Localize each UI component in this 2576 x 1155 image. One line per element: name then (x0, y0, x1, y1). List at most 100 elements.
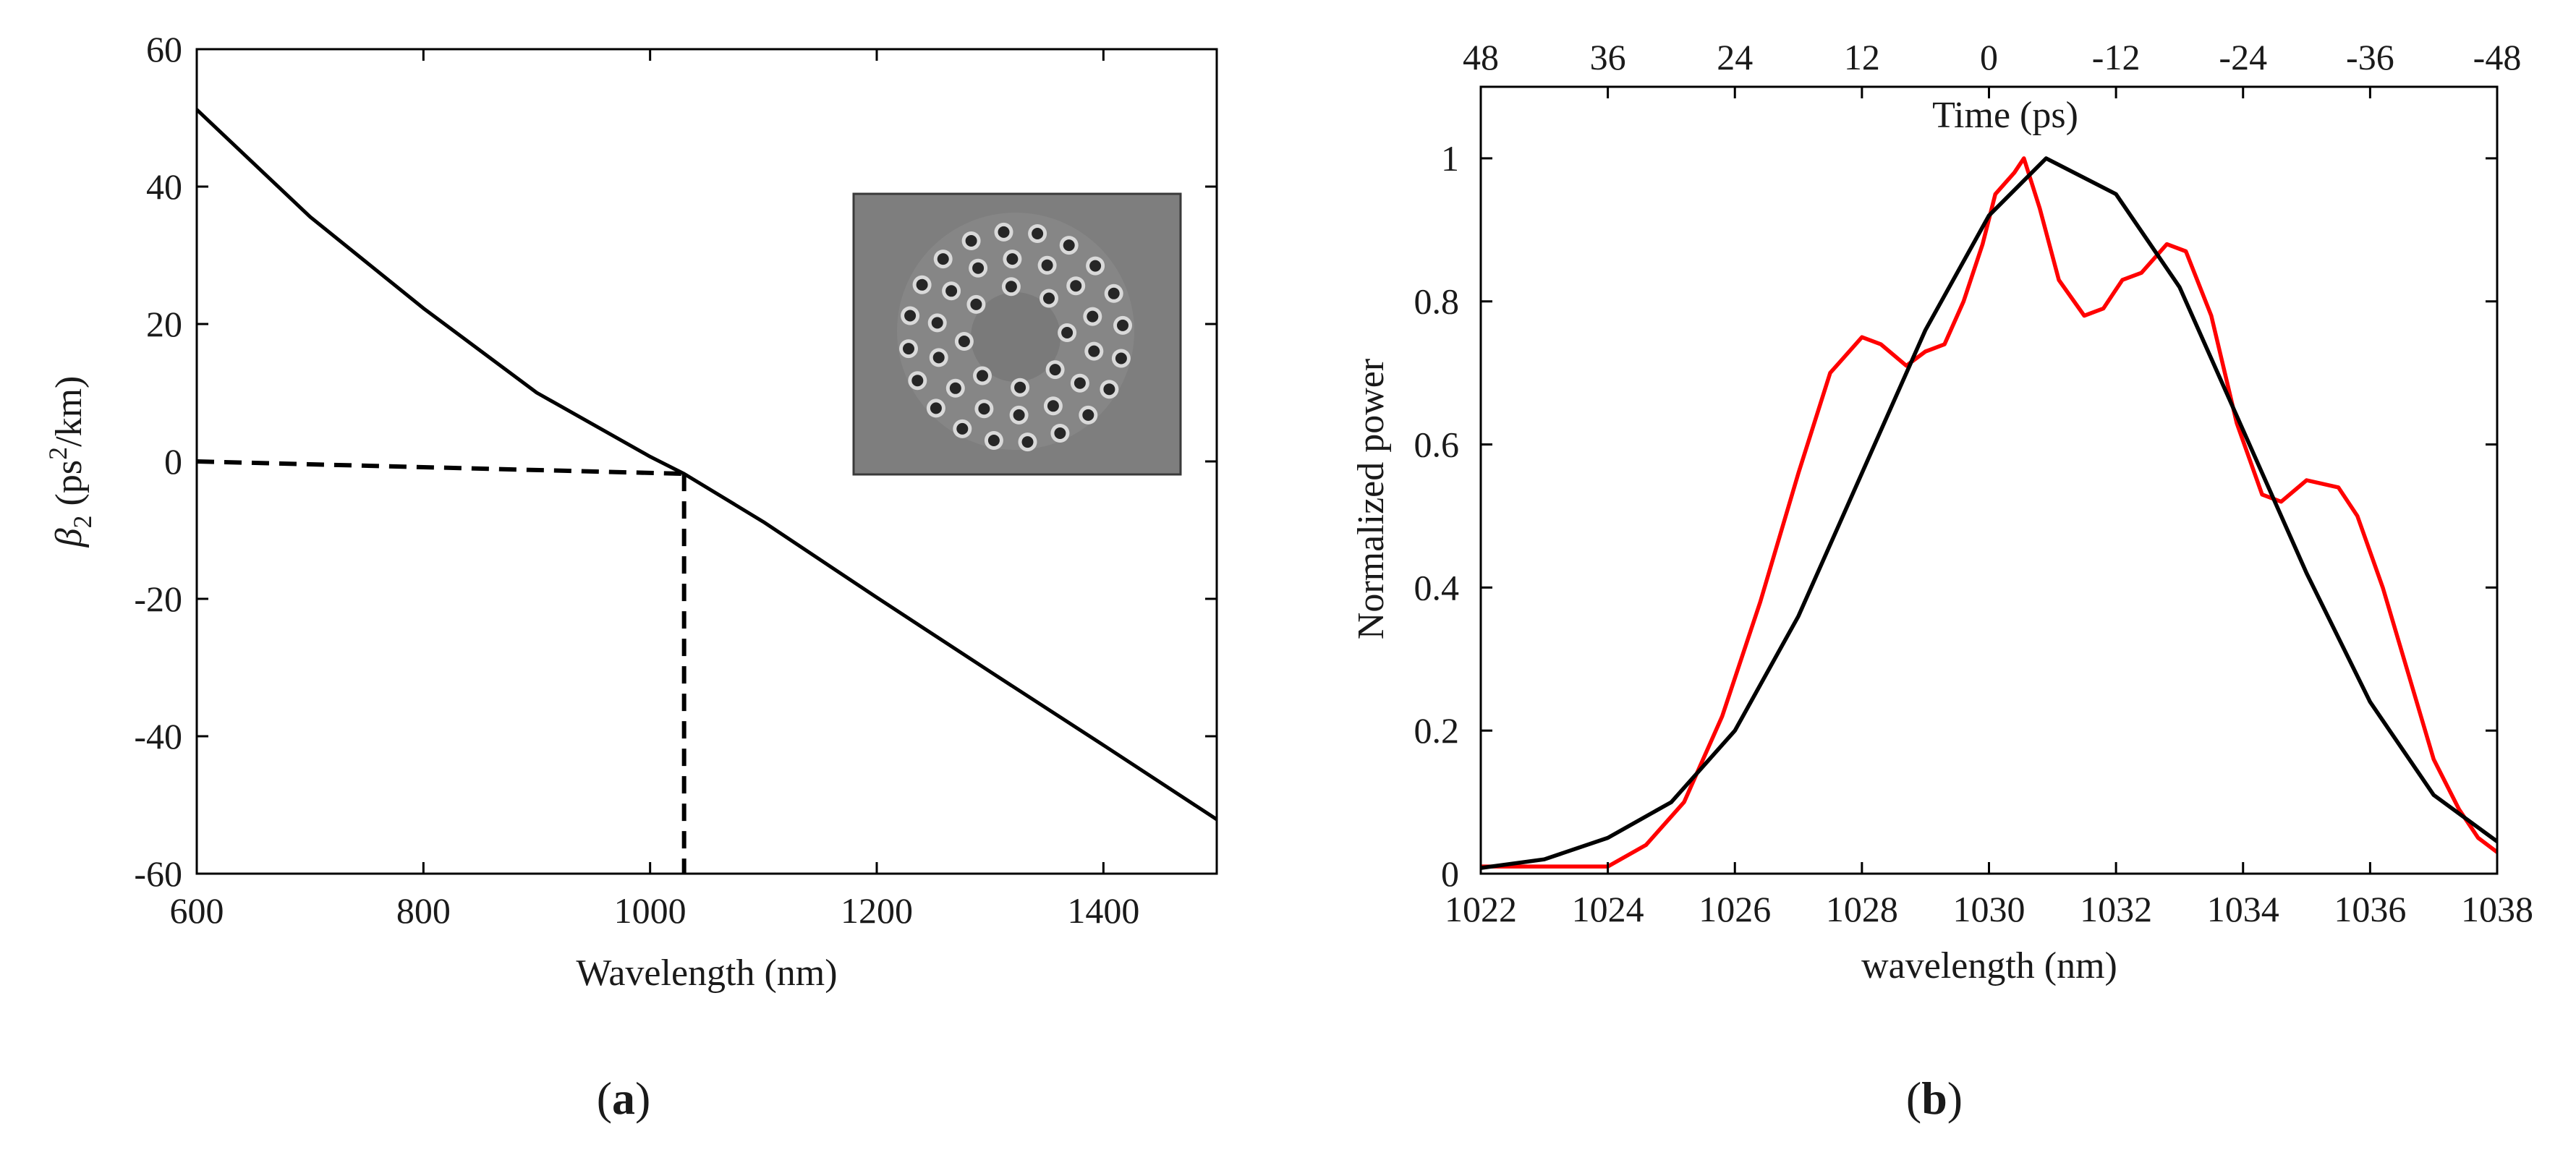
air-hole (1088, 345, 1100, 357)
air-hole (1054, 427, 1066, 439)
top-tick-label: 24 (1717, 37, 1753, 77)
y-tick-label: -40 (134, 716, 182, 756)
air-hole (1074, 377, 1086, 389)
air-hole (1041, 259, 1053, 271)
top-tick-label: 48 (1463, 37, 1499, 77)
panel-b-x-axis: 1022 1024 1026 1028 1030 1032 1034 1036 1038 (1445, 862, 2533, 929)
panel-a-chart: 600 800 1000 1200 1400 60 40 20 0 -20 -40 -60 Wave… (43, 29, 1218, 1124)
top-tick-label: -12 (2092, 37, 2141, 77)
panel-a-letter: a (612, 1073, 635, 1124)
top-tick-label: -24 (2219, 37, 2267, 77)
beta-symbol: β (48, 528, 90, 547)
panel-b-top-time-axis: 48 36 24 12 0 -12 -24 -36 -48 (1463, 37, 2521, 98)
y-tick-label: -60 (134, 853, 182, 894)
air-hole (916, 278, 928, 291)
air-hole (931, 317, 943, 329)
panel-a-caption: (a) (597, 1073, 651, 1124)
y-tick-label: 40 (146, 166, 182, 207)
air-hole (1082, 409, 1094, 421)
air-hole (911, 375, 924, 387)
air-hole (1108, 287, 1120, 299)
panel-a-x-axis: 600 800 1000 1200 1400 (170, 49, 1139, 931)
air-hole (930, 402, 942, 414)
panel-a-y-axis: 60 40 20 0 -20 -40 -60 (134, 29, 1217, 894)
air-hole (1089, 260, 1102, 272)
air-hole (1014, 381, 1026, 393)
air-hole (977, 370, 988, 382)
air-hole (1006, 253, 1019, 265)
panel-b-y-axis: 0 0.2 0.4 0.6 0.8 1 (1414, 138, 2497, 894)
y-tick-label: 60 (146, 29, 182, 69)
top-tick-label: -36 (2346, 37, 2394, 77)
air-hole (972, 262, 985, 274)
x-tick-label: 1028 (1826, 889, 1898, 929)
air-hole (956, 422, 969, 435)
air-hole (1061, 327, 1074, 338)
air-hole (958, 336, 970, 347)
air-hole (1117, 319, 1128, 331)
panel-b-top-axis-title: Time (ps) (1932, 95, 2078, 136)
air-hole (998, 226, 1010, 238)
air-hole (1070, 280, 1082, 292)
beta-subscript: 2 (68, 515, 97, 528)
gaussian-fit-line (1480, 156, 2499, 870)
y-tick-label: 0.6 (1414, 425, 1460, 465)
panel-b-letter: b (1921, 1073, 1947, 1124)
x-tick-label: 1036 (2334, 889, 2406, 929)
x-tick-label: 1024 (1572, 889, 1644, 929)
fiber-cross-section-inset (852, 192, 1182, 476)
air-hole (1047, 400, 1059, 412)
y-tick-label: 0.4 (1414, 567, 1460, 608)
air-hole (904, 310, 917, 322)
air-hole (937, 253, 949, 265)
panel-b-y-axis-title: Normalized power (1351, 359, 1392, 639)
panel-a-guide-layer (196, 459, 686, 874)
panel-b-series-layer (1480, 156, 2499, 870)
air-hole (945, 285, 958, 297)
air-hole (1032, 228, 1044, 239)
air-hole (1021, 436, 1034, 448)
y-tick-label: 0 (164, 441, 182, 482)
panel-b-caption: (b) (1906, 1073, 1963, 1124)
air-hole (1049, 364, 1061, 376)
zero-dispersion-horizontal-guide (196, 459, 684, 477)
x-tick-label: 1030 (1953, 889, 2025, 929)
top-tick-label: 36 (1590, 37, 1626, 77)
x-tick-label: 1200 (841, 890, 913, 931)
panel-b-plot-frame (1479, 85, 2499, 875)
y-unit-close: /km) (48, 376, 90, 447)
air-hole (1103, 383, 1115, 396)
air-hole (978, 403, 990, 415)
air-hole (1005, 281, 1017, 293)
y-tick-label: 20 (146, 304, 182, 344)
x-tick-label: 1032 (2080, 889, 2152, 929)
y-unit-open: (ps (48, 460, 90, 516)
air-hole (970, 298, 982, 310)
y-tick-label: 0.2 (1414, 710, 1460, 751)
panel-b-chart: 1022 1024 1026 1028 1030 1032 1034 1036 1038 48 3… (1351, 37, 2533, 1124)
air-hole (1013, 409, 1025, 421)
panel-a-y-axis-title: β2 (ps2/km) (43, 376, 97, 548)
x-tick-label: 800 (396, 890, 451, 931)
x-tick-label: 600 (170, 890, 224, 931)
top-tick-label: 12 (1844, 37, 1880, 77)
top-tick-label: -48 (2473, 37, 2522, 77)
air-hole (1087, 310, 1099, 323)
measured-spectrum-line (1481, 156, 2499, 869)
top-tick-label: 0 (1980, 37, 1998, 77)
x-tick-label: 1000 (614, 890, 686, 931)
x-tick-label: 1034 (2207, 889, 2279, 929)
air-hole (932, 351, 945, 364)
air-hole (903, 343, 914, 355)
panel-a-x-axis-title: Wavelength (nm) (576, 952, 837, 994)
air-hole (949, 382, 961, 394)
x-tick-label: 1038 (2461, 889, 2533, 929)
y-unit-superscript: 2 (43, 447, 72, 460)
y-tick-label: 1 (1441, 138, 1459, 179)
y-tick-label: 0.8 (1414, 281, 1460, 322)
inset-air-holes (899, 222, 1132, 452)
x-tick-label: 1022 (1445, 889, 1517, 929)
x-tick-label: 1400 (1067, 890, 1139, 931)
y-tick-label: 0 (1441, 853, 1459, 894)
